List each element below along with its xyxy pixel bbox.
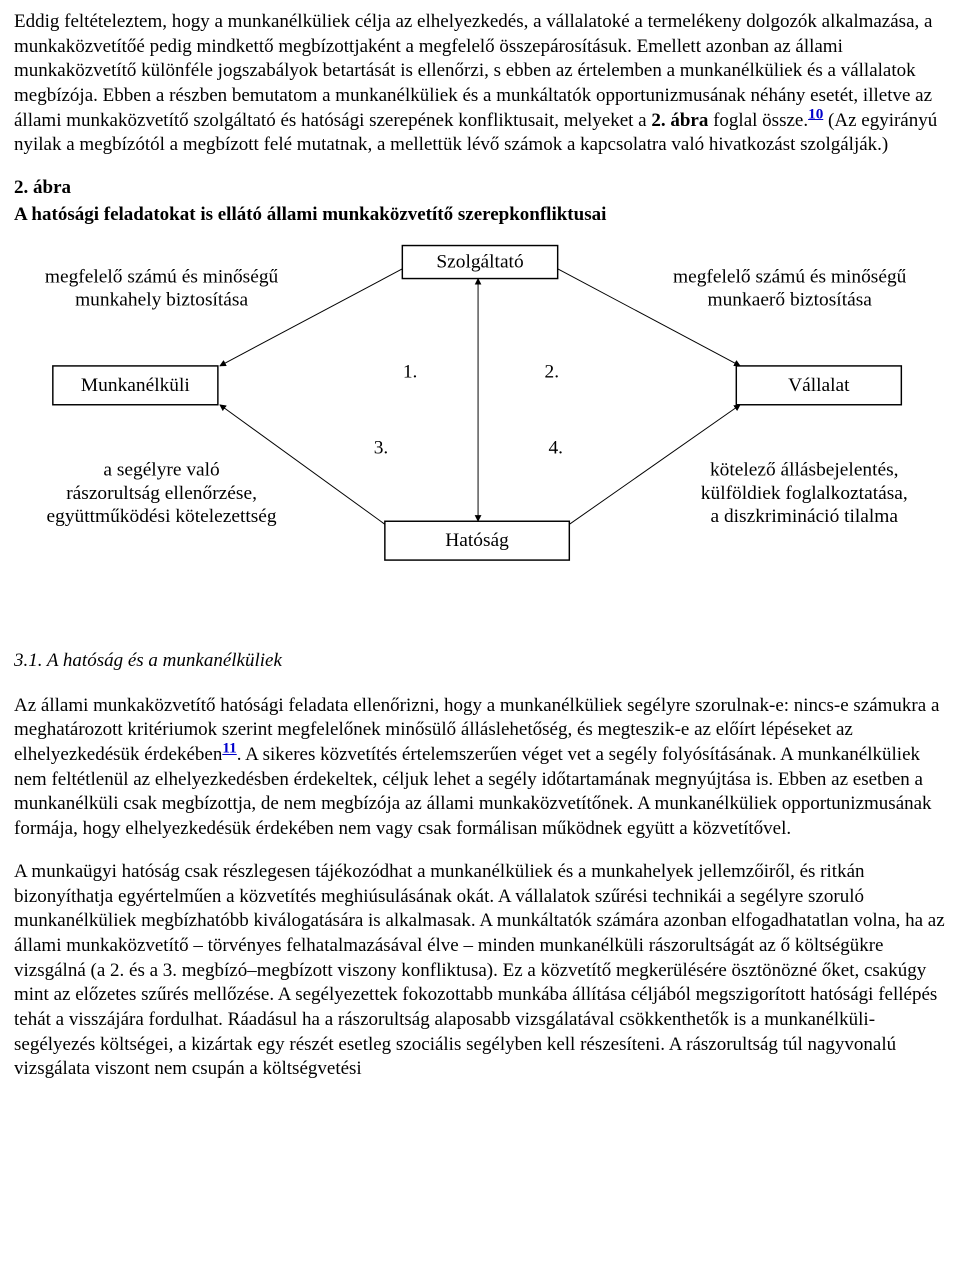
svg-text:megfelelő számú és minőségűmun: megfelelő számú és minőségűmunkaerő bizt… [673, 266, 907, 310]
svg-text:2.: 2. [545, 361, 560, 382]
svg-text:Munkanélküli: Munkanélküli [81, 374, 190, 395]
svg-text:3.: 3. [374, 437, 389, 458]
figure-caption: A hatósági feladatokat is ellátó állami … [14, 203, 946, 228]
figure-2: 2. ábra A hatósági feladatokat is ellátó… [14, 176, 946, 579]
footnote-11-link[interactable]: 11 [222, 740, 236, 757]
footnote-10-link[interactable]: 10 [808, 105, 823, 122]
figure-ref: 2. ábra [651, 110, 708, 131]
svg-text:4.: 4. [548, 437, 563, 458]
intro-paragraph: Eddig feltételeztem, hogy a munkanélküli… [14, 10, 946, 158]
role-conflict-diagram: Szolgáltató Munkanélküli Vállalat Hatóság me… [14, 230, 946, 580]
svg-text:Hatóság: Hatóság [445, 530, 509, 551]
intro-after-bold: foglal össze. [708, 110, 808, 131]
svg-text:a segélyre valórászorultság el: a segélyre valórászorultság ellenőrzése,… [47, 459, 277, 527]
section-3-1-paragraph-2: A munkaügyi hatóság csak részlegesen táj… [14, 860, 946, 1082]
section-3-1-paragraph-1: Az állami munkaközvetítő hatósági felada… [14, 694, 946, 842]
svg-text:Szolgáltató: Szolgáltató [436, 251, 523, 272]
svg-text:Vállalat: Vállalat [788, 374, 850, 395]
svg-text:kötelező állásbejelentés,külfö: kötelező állásbejelentés,külföldiek fogl… [701, 459, 908, 527]
svg-text:1.: 1. [403, 361, 418, 382]
section-3-1-heading: 3.1. A hatóság és a munkanélküliek [14, 649, 946, 674]
svg-text:megfelelő számú és minőségűmun: megfelelő számú és minőségűmunkahely biz… [45, 266, 279, 310]
figure-label: 2. ábra [14, 176, 946, 201]
